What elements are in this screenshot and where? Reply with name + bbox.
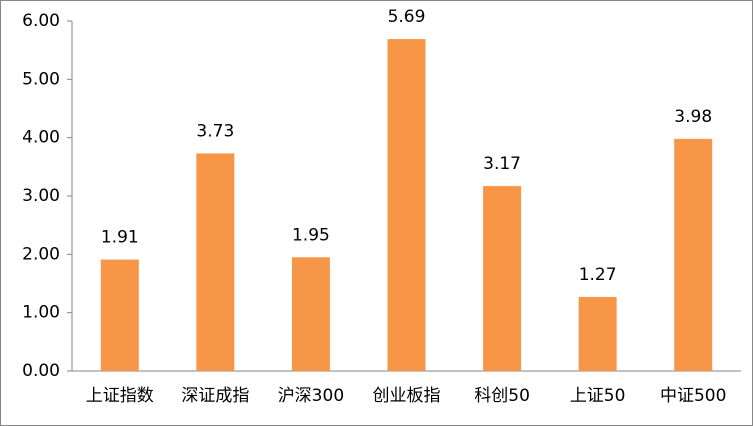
x-tick-label: 中证500 [660,386,726,406]
data-label: 1.91 [101,228,139,248]
data-label: 1.95 [292,225,330,245]
bar [483,186,522,371]
bar [387,39,426,371]
x-tick-label: 沪深300 [278,386,344,406]
x-tick-label: 上证指数 [86,386,154,406]
bar [291,257,330,371]
y-tick-label: 5.00 [22,69,60,89]
x-tick-label: 科创50 [474,386,530,406]
data-label: 3.73 [196,121,234,141]
y-tick-label: 3.00 [22,186,60,206]
y-tick-label: 2.00 [22,244,60,264]
y-tick-label: 6.00 [22,11,60,31]
bar [578,296,617,371]
y-tick-label: 4.00 [22,128,60,148]
bar [196,153,235,371]
y-tick-label: 1.00 [22,303,60,323]
x-tick-label: 创业板指 [373,386,441,406]
data-label: 3.17 [483,154,521,174]
data-label: 3.98 [674,107,712,127]
data-label: 5.69 [388,7,426,27]
x-tick-label: 深证成指 [181,386,249,406]
y-tick-label: 0.00 [22,361,60,381]
bar [674,138,713,371]
data-label: 1.27 [579,265,617,285]
bar [100,259,139,371]
x-tick-label: 上证50 [570,386,626,406]
